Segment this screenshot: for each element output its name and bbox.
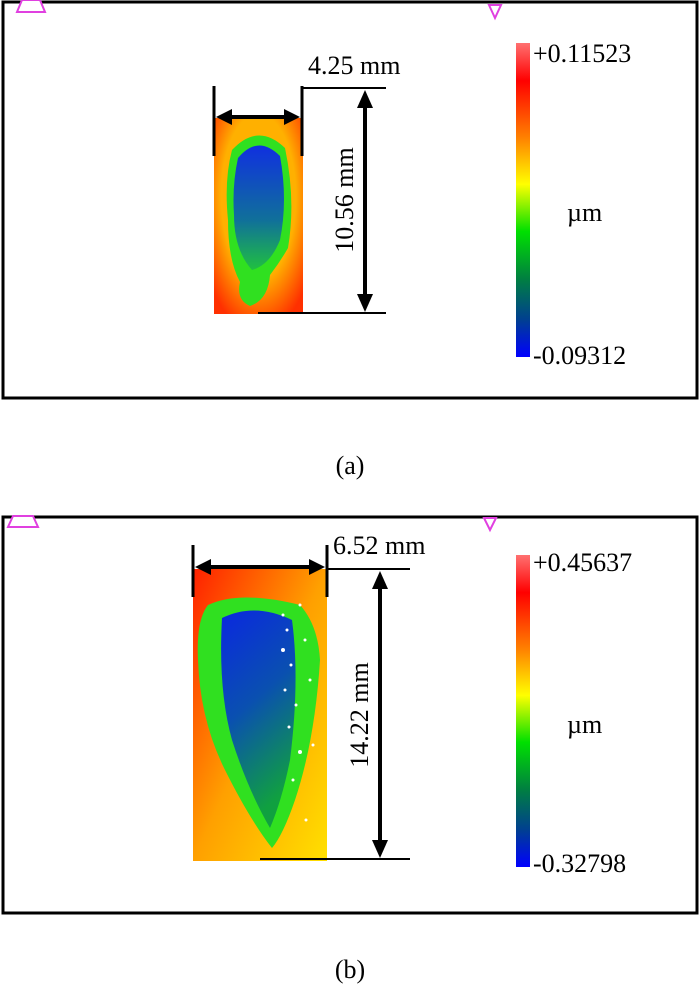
marker-triangle-icon (6, 515, 40, 528)
colorbar-unit-label: µm (567, 710, 602, 739)
panel-b: 6.52 mm 14.22 mm +0.45637 µm -0.32798 (1, 515, 699, 915)
panel-frame (1, 0, 699, 400)
caption-a: (a) (336, 451, 365, 480)
colorbar-max-label: +0.11523 (533, 39, 631, 68)
marker-triangle-icon (15, 0, 47, 13)
caption-b: (b) (335, 955, 365, 984)
colorbar-max-label: +0.45637 (533, 548, 632, 577)
panel-frame (1, 515, 699, 915)
height-dimension: 10.56 mm (258, 90, 386, 314)
width-label: 6.52 mm (333, 531, 425, 560)
height-map (214, 118, 303, 314)
height-dimension: 14.22 mm (260, 571, 410, 860)
arrow-left-icon (216, 109, 232, 125)
colorbar: +0.45637 µm -0.32798 (516, 548, 632, 878)
height-map (193, 569, 327, 861)
arrow-left-icon (195, 559, 211, 575)
arrow-up-icon (372, 571, 388, 589)
height-label: 14.22 mm (345, 662, 374, 767)
arrow-right-icon (309, 559, 325, 575)
width-dimension: 4.25 mm (212, 51, 400, 156)
colorbar: +0.11523 µm -0.09312 (516, 39, 631, 370)
marker-triangle-icon (482, 517, 498, 533)
colorbar-unit-label: µm (567, 198, 602, 227)
arrow-down-icon (357, 294, 373, 312)
arrow-down-icon (372, 840, 388, 858)
width-dimension: 6.52 mm (191, 531, 425, 597)
arrow-right-icon (284, 109, 300, 125)
arrow-up-icon (357, 90, 373, 108)
width-label: 4.25 mm (308, 51, 400, 80)
height-label: 10.56 mm (330, 147, 359, 252)
colorbar-min-label: -0.09312 (533, 341, 626, 370)
colorbar-min-label: -0.32798 (533, 849, 626, 878)
panel-a: 4.25 mm 10.56 mm +0.11523 µm -0.09312 (1, 0, 699, 400)
marker-triangle-icon (487, 4, 503, 21)
